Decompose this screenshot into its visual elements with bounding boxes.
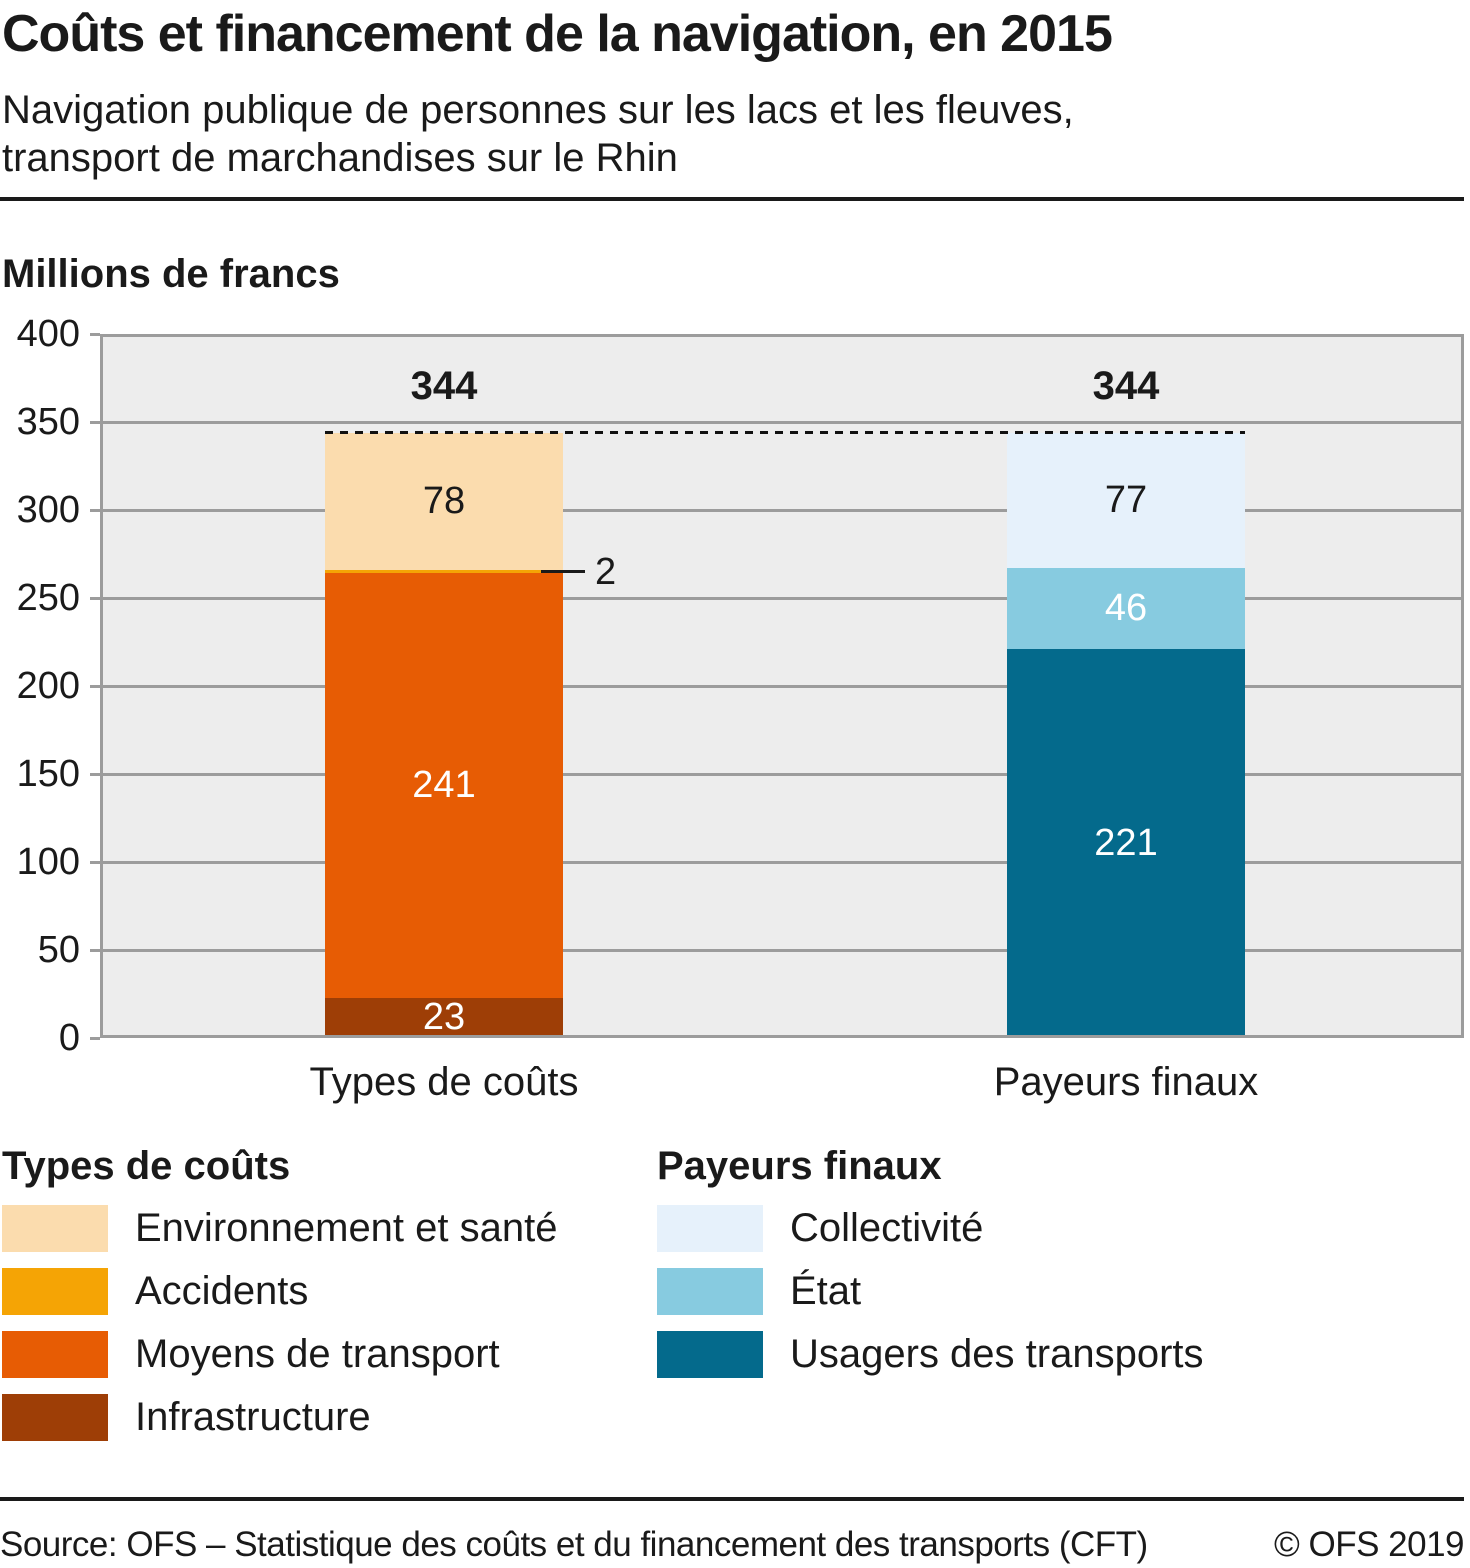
bar-2: 221 46 77 [1007,334,1245,1038]
y-tick-mark [90,772,100,776]
bar-segment-label: 77 [1104,478,1148,521]
subtitle-line-1: Navigation publique de personnes sur les… [2,88,1074,132]
y-tick-label: 100 [16,841,80,883]
y-tick-mark [90,420,100,424]
legend-swatch [657,1268,763,1315]
legend-column-2: Payeurs finaux Collectivité État Usagers de… [657,1143,1204,1394]
legend-item: État [657,1268,1204,1315]
legend-heading: Payeurs finaux [657,1144,942,1188]
y-tick-mark [90,332,100,336]
y-tick-label: 250 [16,577,80,619]
y-tick-mark [90,596,100,600]
legend-item: Moyens de transport [2,1331,557,1378]
y-tick-label: 200 [16,665,80,707]
legend-column-1: Types de coûts Environnement et santé Acci… [2,1143,557,1457]
legend-swatch [657,1205,763,1252]
legend-item: Accidents [2,1268,557,1315]
x-axis-line [100,1035,1464,1038]
bar-total-label: 344 [1092,363,1160,408]
subtitle: Navigation publique de personnes sur les… [2,86,1074,182]
y-tick-mark [90,948,100,952]
grid-line [100,684,1464,688]
plot-area: 23 241 78 2 344 221 46 77 344 [100,334,1464,1038]
grid-line [100,948,1464,952]
bar-segment-label: 23 [422,996,466,1039]
grid-line [100,596,1464,600]
bar-segment: 77 [1007,432,1245,569]
y-axis-unit-label: Millions de francs [2,252,340,296]
legend-item: Collectivité [657,1205,1204,1252]
y-tick-label: 50 [37,929,80,971]
bar-segment: 23 [325,996,563,1039]
legend-item-label: Environnement et santé [135,1206,558,1250]
y-tick-mark [90,1036,100,1040]
x-axis-label: Payeurs finaux [993,1060,1259,1104]
legend-item-label: Infrastructure [135,1395,371,1439]
title-divider [0,197,1464,201]
y-tick-label: 400 [16,313,80,355]
page-title: Coûts et financement de la navigation, e… [2,5,1113,63]
y-tick-label: 0 [58,1017,80,1059]
bar-total-label: 344 [410,363,478,408]
plot-right-border [1461,334,1464,1038]
legend-swatch [657,1331,763,1378]
legend-heading: Types de coûts [2,1144,291,1188]
bar-segment: 241 [325,573,563,998]
y-tick-mark [90,860,100,864]
legend-swatch [2,1268,108,1315]
legend-swatch [2,1394,108,1441]
legend-item-label: Moyens de transport [135,1332,500,1376]
legend-item-label: État [790,1269,862,1313]
bar-segment [325,569,563,574]
plot-top-border [100,334,1464,337]
subtitle-line-2: transport de marchandises sur le Rhin [2,136,678,180]
grid-line [100,420,1464,424]
y-tick-label: 150 [16,753,80,795]
legend-item-label: Collectivité [790,1206,984,1250]
bar-segment: 221 [1007,649,1245,1038]
stacked-bar-chart: 23 241 78 2 344 221 46 77 344 0 50 100 150 200 250 300… [0,313,1470,1124]
bar-segment-label: 241 [412,763,476,806]
y-tick-label: 300 [16,489,80,531]
bar-1: 23 241 78 [325,334,563,1038]
total-reference-line [325,430,1245,434]
legend-item-label: Accidents [135,1269,309,1313]
copyright-text: © OFS 2019 [1273,1525,1465,1564]
source-text: Source: OFS – Statistique des coûts et d… [0,1525,1148,1564]
y-tick-mark [90,684,100,688]
y-axis-line [100,334,103,1038]
grid-line [100,860,1464,864]
bar-segment: 78 [325,432,563,570]
grid-line [100,508,1464,512]
grid-line [100,772,1464,776]
footer: Source: OFS – Statistique des coûts et d… [0,1497,1465,1565]
legend-swatch [2,1205,108,1252]
bar-segment-label: 221 [1094,822,1158,865]
bar-segment-label: 78 [422,479,466,522]
y-tick-label: 350 [16,401,80,443]
legend-swatch [2,1331,108,1378]
callout-label: 2 [595,550,617,593]
bar-segment: 46 [1007,568,1245,650]
legend-item: Usagers des transports [657,1331,1204,1378]
bar-segment-label: 46 [1104,587,1148,630]
legend: Types de coûts Environnement et santé Acci… [0,1143,1464,1473]
legend-item: Environnement et santé [2,1205,557,1252]
x-axis-label: Types de coûts [309,1060,579,1104]
callout-line [541,570,585,574]
legend-item-label: Usagers des transports [790,1332,1204,1376]
legend-item: Infrastructure [2,1394,557,1441]
y-tick-mark [90,508,100,512]
